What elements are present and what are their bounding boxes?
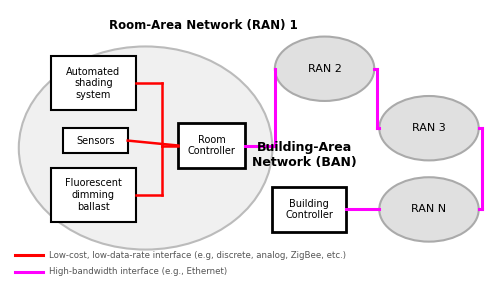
Ellipse shape <box>275 36 374 101</box>
Text: High-bandwidth interface (e.g., Ethernet): High-bandwidth interface (e.g., Ethernet… <box>49 267 227 276</box>
Ellipse shape <box>19 46 272 250</box>
Text: RAN 3: RAN 3 <box>412 123 446 133</box>
Text: Automated
shading
system: Automated shading system <box>66 66 120 100</box>
FancyBboxPatch shape <box>51 56 136 110</box>
Text: Room-Area Network (RAN) 1: Room-Area Network (RAN) 1 <box>109 19 297 32</box>
Text: RAN N: RAN N <box>412 205 447 214</box>
Text: RAN 2: RAN 2 <box>308 64 341 74</box>
Text: Room
Controller: Room Controller <box>188 135 236 156</box>
Text: Sensors: Sensors <box>76 135 115 146</box>
FancyBboxPatch shape <box>179 123 245 168</box>
FancyBboxPatch shape <box>63 128 128 153</box>
Text: Fluorescent
dimming
ballast: Fluorescent dimming ballast <box>65 179 122 212</box>
Text: Building
Controller: Building Controller <box>285 199 333 220</box>
Text: Low-cost, low-data-rate interface (e.g, discrete, analog, ZigBee, etc.): Low-cost, low-data-rate interface (e.g, … <box>49 251 346 260</box>
Ellipse shape <box>379 96 479 160</box>
Text: Building-Area
Network (BAN): Building-Area Network (BAN) <box>252 141 357 169</box>
FancyBboxPatch shape <box>272 187 346 232</box>
FancyBboxPatch shape <box>51 168 136 222</box>
Ellipse shape <box>379 177 479 242</box>
